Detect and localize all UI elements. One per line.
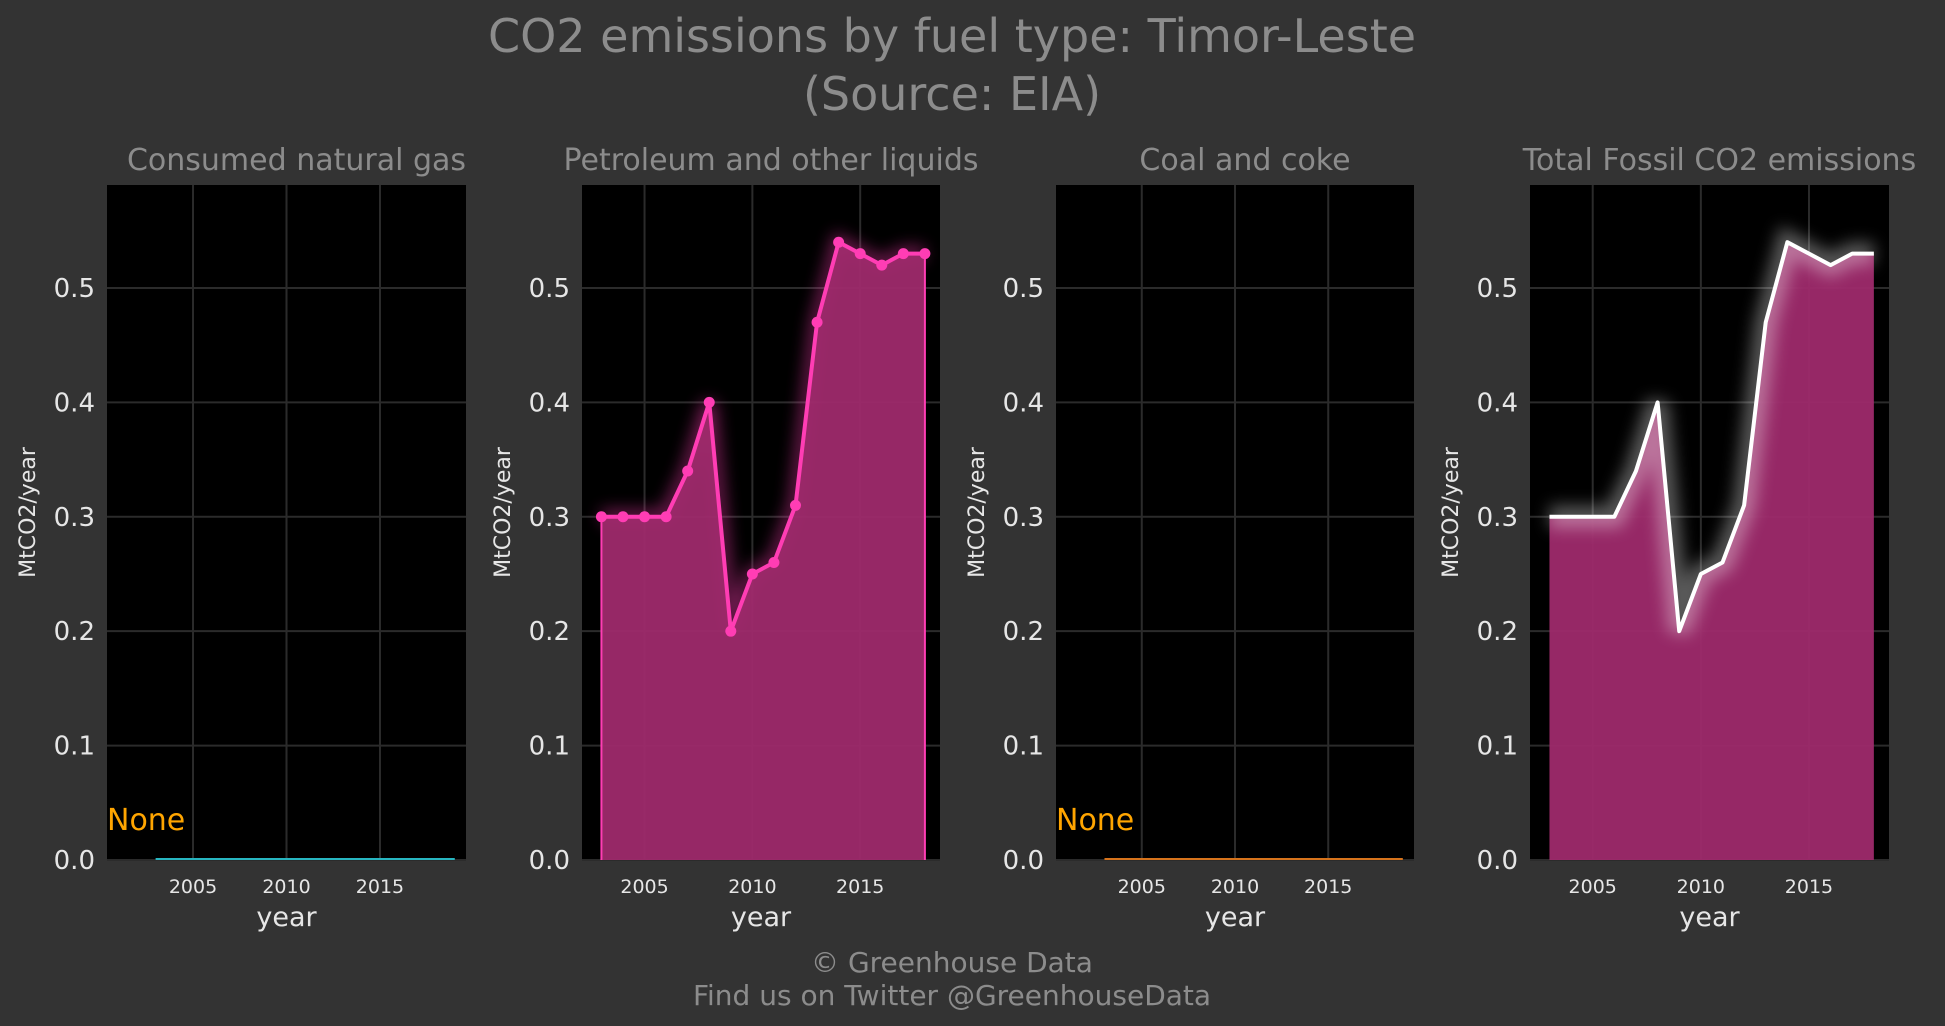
data-point — [595, 511, 607, 523]
data-point — [833, 236, 845, 248]
data-point — [703, 396, 715, 408]
panel-3: Coal and coke 0.0 0.1 0.2 0.3 0.4 0.5 2005 2010 2… — [965, 143, 1414, 933]
data-point — [854, 248, 866, 260]
x-tick-label: 2015 — [1304, 876, 1352, 898]
series-line — [601, 240, 925, 634]
data-point — [919, 248, 931, 260]
data-point — [768, 557, 780, 569]
y-tick-label: 0.2 — [1003, 617, 1044, 647]
y-axis-label: MtCO2/year — [16, 446, 41, 578]
y-tick-label: 0.4 — [529, 388, 570, 418]
y-tick-label: 0.3 — [529, 503, 570, 533]
y-tick-label: 0.5 — [1003, 274, 1044, 304]
x-axis-label: year — [256, 902, 317, 933]
x-tick-label: 2015 — [836, 876, 884, 898]
data-point — [811, 316, 823, 328]
data-point — [639, 511, 651, 523]
data-point — [617, 511, 629, 523]
y-tick-label: 0.3 — [1477, 503, 1518, 533]
y-axis-label: MtCO2/year — [965, 446, 990, 578]
series-area — [601, 242, 925, 861]
y-axis-label: MtCO2/year — [491, 446, 516, 578]
y-tick-label: 0.3 — [1003, 503, 1044, 533]
x-tick-label: 2010 — [728, 876, 776, 898]
y-tick-label: 0.3 — [54, 503, 95, 533]
panels: Consumed natural gas 0.0 0.1 0.2 0.3 0.4 0.5 20… — [16, 143, 1916, 933]
data-point — [725, 625, 737, 637]
x-tick-label: 2005 — [169, 876, 217, 898]
x-axis-label: year — [1205, 902, 1266, 933]
panel-title: Consumed natural gas — [127, 143, 466, 178]
chart-subtitle: (Source: EIA) — [803, 67, 1101, 121]
panel-4: Total Fossil CO2 emissions 0.0 0.1 0.2 0.3 0.… — [1439, 143, 1916, 933]
y-tick-label: 0.1 — [54, 732, 95, 762]
y-tick-label: 0.2 — [529, 617, 570, 647]
y-tick-label: 0.0 — [529, 846, 570, 876]
data-point — [876, 259, 888, 271]
data-point — [897, 248, 909, 260]
y-tick-label: 0.1 — [1477, 732, 1518, 762]
data-point — [682, 465, 694, 477]
footer-copyright: © Greenhouse Data — [811, 946, 1093, 979]
y-tick-label: 0.0 — [1003, 846, 1044, 876]
footer-twitter: Find us on Twitter @GreenhouseData — [693, 979, 1211, 1012]
y-tick-label: 0.0 — [54, 846, 95, 876]
no-data-label: None — [107, 803, 185, 838]
y-tick-label: 0.0 — [1477, 846, 1518, 876]
y-tick-label: 0.2 — [1477, 617, 1518, 647]
x-tick-label: 2015 — [356, 876, 404, 898]
x-tick-label: 2005 — [620, 876, 668, 898]
series-line — [1549, 240, 1874, 634]
y-tick-label: 0.1 — [1003, 732, 1044, 762]
x-axis-label: year — [1679, 902, 1740, 933]
y-tick-label: 0.4 — [1003, 388, 1044, 418]
data-point — [746, 568, 758, 580]
x-tick-label: 2015 — [1785, 876, 1833, 898]
panel-2: Petroleum and other liquids 0.0 0.1 0.2 0.3 0… — [491, 143, 979, 933]
no-data-label: None — [1056, 803, 1134, 838]
x-tick-label: 2010 — [262, 876, 310, 898]
data-point — [790, 499, 802, 511]
panel-title: Petroleum and other liquids — [563, 143, 978, 178]
x-tick-label: 2010 — [1677, 876, 1725, 898]
panel-1: Consumed natural gas 0.0 0.1 0.2 0.3 0.4 0.5 20… — [16, 143, 466, 933]
x-tick-label: 2005 — [1569, 876, 1617, 898]
y-tick-label: 0.5 — [54, 274, 95, 304]
y-tick-label: 0.2 — [54, 617, 95, 647]
y-axis-label: MtCO2/year — [1439, 446, 1464, 578]
x-tick-label: 2005 — [1118, 876, 1166, 898]
x-tick-label: 2010 — [1211, 876, 1259, 898]
data-point — [660, 511, 672, 523]
y-tick-label: 0.5 — [1477, 274, 1518, 304]
y-tick-label: 0.4 — [54, 388, 95, 418]
series-area — [1549, 242, 1874, 861]
y-tick-label: 0.4 — [1477, 388, 1518, 418]
panel-title: Coal and coke — [1139, 143, 1350, 178]
y-tick-label: 0.1 — [529, 732, 570, 762]
y-tick-label: 0.5 — [529, 274, 570, 304]
x-axis-label: year — [731, 902, 792, 933]
chart-title: CO2 emissions by fuel type: Timor-Leste — [488, 9, 1416, 63]
panel-title: Total Fossil CO2 emissions — [1522, 143, 1916, 178]
